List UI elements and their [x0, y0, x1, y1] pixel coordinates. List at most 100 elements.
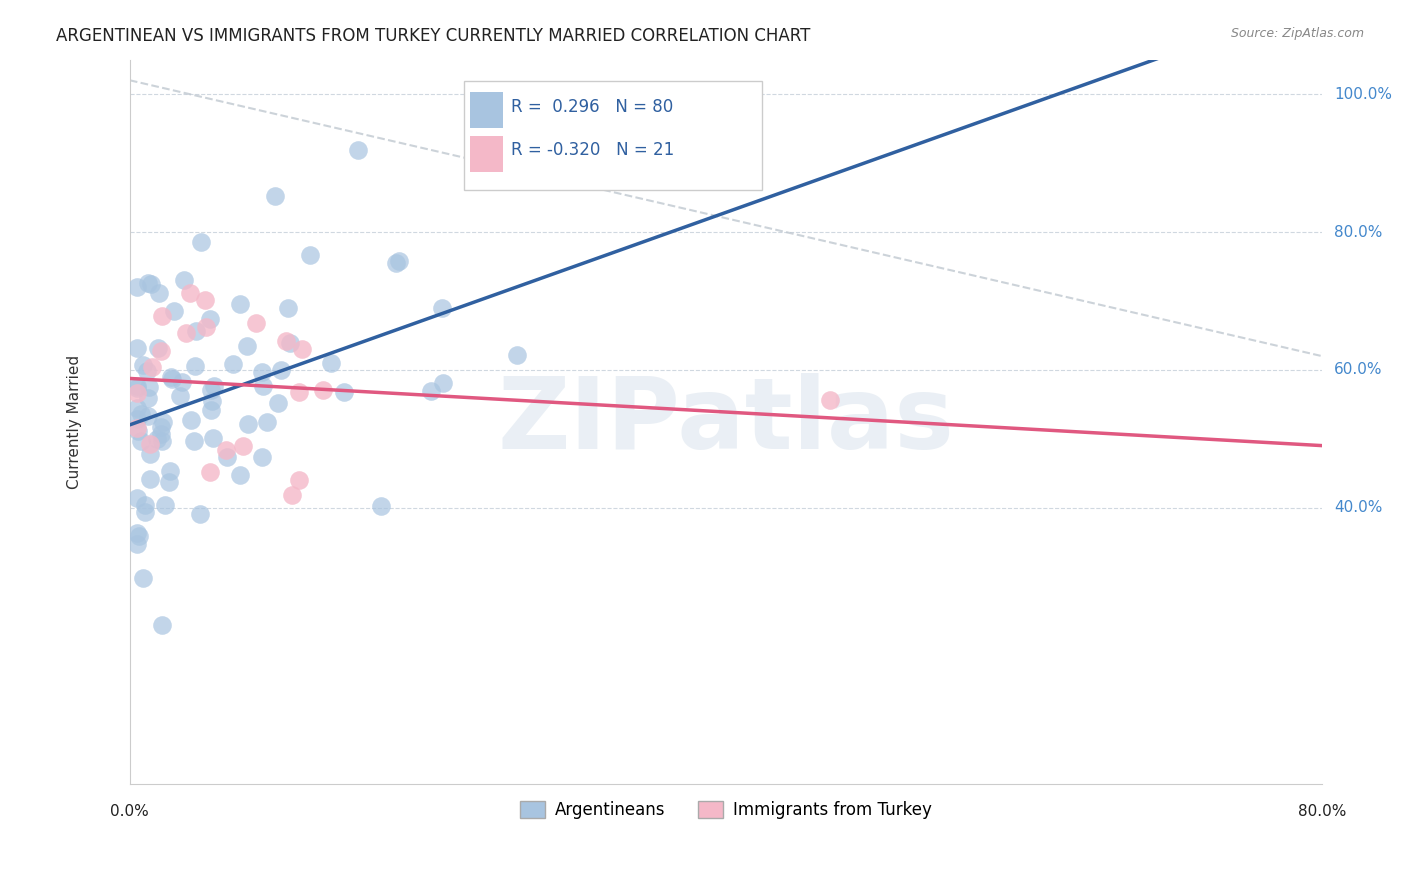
Point [506, 348, 529, 362]
Point [150, 309, 173, 323]
FancyBboxPatch shape [464, 81, 762, 190]
Point [184, 359, 207, 373]
Point [291, 342, 314, 356]
Point [384, 256, 406, 270]
Point [136, 276, 159, 290]
Point [321, 356, 343, 370]
Point [138, 447, 160, 461]
Point [236, 417, 259, 432]
Point [346, 143, 368, 157]
Point [201, 393, 224, 408]
Text: 60.0%: 60.0% [1334, 362, 1382, 377]
Point [180, 413, 202, 427]
Point [159, 464, 181, 478]
Point [202, 431, 225, 445]
Point [138, 380, 160, 394]
Text: R =  0.296   N = 80: R = 0.296 N = 80 [512, 97, 673, 116]
Point [136, 409, 159, 423]
Point [127, 421, 149, 435]
Point [204, 379, 226, 393]
Point [127, 491, 149, 505]
Point [311, 383, 333, 397]
Point [200, 465, 222, 479]
Point [190, 235, 212, 249]
Point [127, 280, 149, 294]
Point [173, 273, 195, 287]
Point [163, 303, 186, 318]
Point [388, 254, 411, 268]
Point [145, 432, 167, 446]
Point [183, 434, 205, 449]
Point [127, 378, 149, 392]
Point [136, 391, 159, 405]
Point [277, 301, 299, 315]
Text: Currently Married: Currently Married [67, 355, 82, 489]
Text: ZIPatlas: ZIPatlas [498, 373, 955, 470]
Point [150, 434, 173, 448]
Point [288, 473, 311, 487]
Text: 40.0%: 40.0% [1334, 500, 1382, 516]
Point [229, 296, 252, 310]
Point [128, 529, 150, 543]
Point [134, 498, 156, 512]
Point [298, 248, 321, 262]
Point [127, 342, 149, 356]
Point [159, 369, 181, 384]
Point [270, 362, 292, 376]
Point [420, 384, 443, 398]
Point [276, 334, 298, 349]
Point [278, 335, 301, 350]
Point [235, 339, 257, 353]
Text: 80.0%: 80.0% [1334, 225, 1382, 240]
Text: R = -0.320   N = 21: R = -0.320 N = 21 [512, 141, 675, 159]
Point [245, 316, 267, 330]
Point [174, 326, 197, 341]
Text: R = -0.320   N = 21: R = -0.320 N = 21 [512, 141, 675, 159]
Point [157, 475, 180, 489]
Point [141, 277, 163, 292]
Point [152, 415, 174, 429]
Point [195, 319, 218, 334]
Point [250, 365, 273, 379]
Point [432, 376, 454, 390]
Text: 100.0%: 100.0% [1334, 87, 1392, 102]
Text: 80.0%: 80.0% [1298, 805, 1347, 820]
Text: Source: ZipAtlas.com: Source: ZipAtlas.com [1230, 27, 1364, 40]
Point [150, 618, 173, 632]
Point [127, 425, 149, 439]
Point [131, 407, 153, 421]
Point [333, 385, 356, 400]
Point [139, 472, 162, 486]
Point [179, 286, 201, 301]
Point [288, 384, 311, 399]
Point [153, 498, 176, 512]
Point [820, 393, 842, 408]
Text: ARGENTINEAN VS IMMIGRANTS FROM TURKEY CURRENTLY MARRIED CORRELATION CHART: ARGENTINEAN VS IMMIGRANTS FROM TURKEY CU… [56, 27, 811, 45]
Point [160, 371, 183, 385]
Point [127, 381, 149, 395]
Point [148, 286, 170, 301]
Point [135, 363, 157, 377]
Point [222, 357, 245, 371]
Text: R =  0.296   N = 80: R = 0.296 N = 80 [512, 97, 673, 116]
Point [215, 443, 238, 458]
Point [200, 383, 222, 397]
Point [134, 506, 156, 520]
Point [198, 312, 221, 326]
Point [127, 386, 149, 401]
Point [141, 359, 163, 374]
Point [266, 396, 288, 410]
Legend: Argentineans, Immigrants from Turkey: Argentineans, Immigrants from Turkey [513, 795, 939, 826]
Point [430, 301, 453, 316]
Point [193, 293, 215, 307]
Point [132, 572, 155, 586]
Text: 0.0%: 0.0% [111, 805, 149, 820]
Point [170, 375, 193, 389]
Point [127, 537, 149, 551]
Point [370, 499, 392, 513]
Point [149, 420, 172, 434]
Point [146, 341, 169, 355]
Point [127, 411, 149, 425]
Point [188, 507, 211, 521]
FancyBboxPatch shape [470, 136, 503, 172]
